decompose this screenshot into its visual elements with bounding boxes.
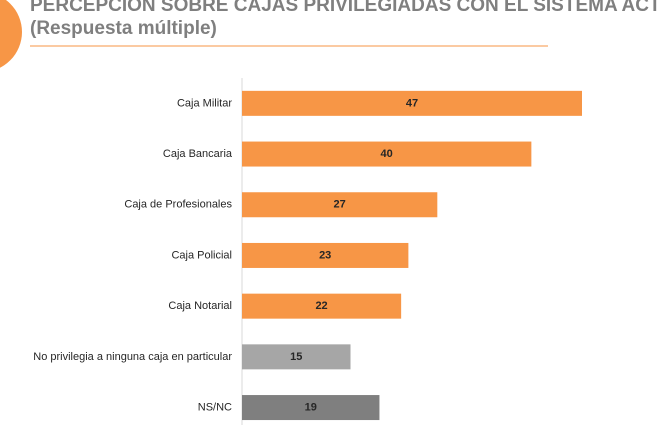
bar	[242, 344, 351, 370]
decor-circle	[0, 0, 22, 68]
value-label: 19	[305, 401, 317, 413]
category-label: Caja Notarial	[168, 300, 232, 312]
value-label: 27	[334, 199, 346, 211]
value-label: 47	[406, 97, 418, 109]
bar	[242, 90, 582, 116]
value-label: 40	[381, 148, 393, 160]
chart-subtitle: (Respuesta múltiple)	[30, 18, 217, 39]
bar	[242, 242, 409, 268]
category-label: No privilegia a ninguna caja en particul…	[33, 351, 232, 363]
category-label: Caja de Profesionales	[124, 199, 232, 211]
bar	[242, 293, 402, 319]
value-label: 22	[315, 300, 327, 312]
category-label: Caja Policial	[171, 249, 232, 261]
category-label: Caja Militar	[177, 97, 232, 109]
value-label: 23	[319, 249, 331, 261]
category-label: NS/NC	[198, 401, 232, 413]
bar	[242, 192, 438, 218]
bar	[242, 141, 532, 167]
category-label: Caja Bancaria	[163, 148, 233, 160]
value-label: 15	[290, 351, 302, 363]
chart-title: PERCEPCIÓN SOBRE CAJAS PRIVILEGIADAS CON…	[30, 0, 658, 16]
bar	[242, 395, 380, 421]
